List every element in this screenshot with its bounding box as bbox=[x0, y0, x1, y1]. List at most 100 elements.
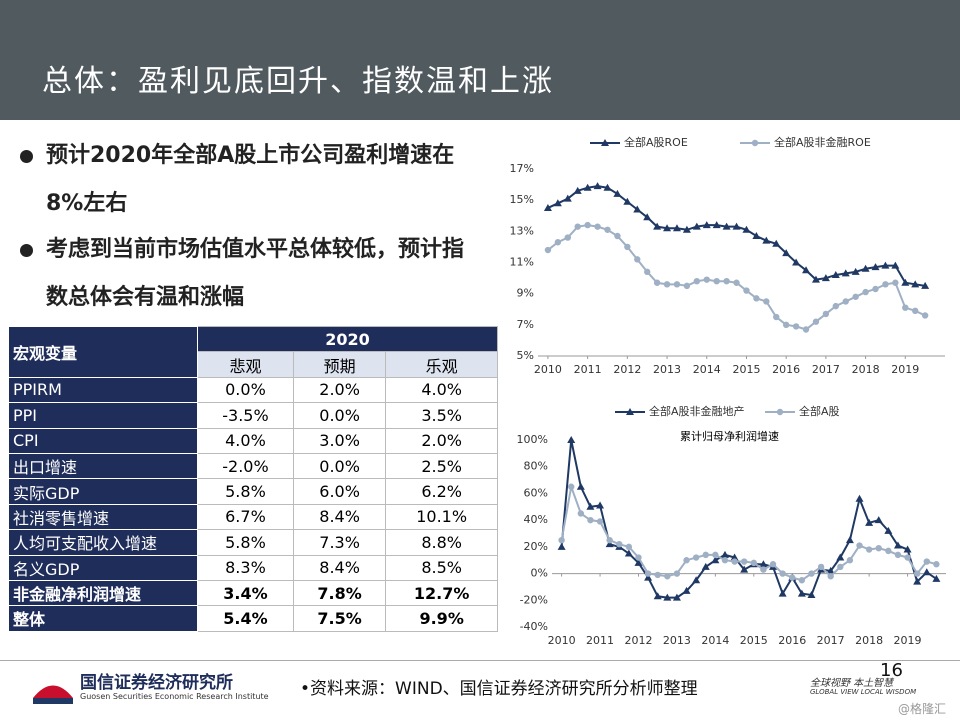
x-tick-label: 2014 bbox=[693, 363, 721, 376]
point bbox=[574, 223, 581, 230]
point bbox=[623, 197, 632, 205]
point bbox=[577, 510, 585, 517]
y-tick-label: 80% bbox=[524, 460, 548, 473]
scenario-row: 悲观 预期 乐观 bbox=[9, 351, 498, 378]
source: •资料来源：WIND、国信证券经济研究所分析师整理 bbox=[300, 679, 698, 699]
y-tick-label: 40% bbox=[524, 513, 548, 526]
point bbox=[624, 549, 633, 557]
point bbox=[789, 574, 796, 581]
point bbox=[713, 278, 720, 285]
point bbox=[773, 313, 780, 321]
point bbox=[846, 557, 854, 564]
slogan-en: GLOBAL VIEW LOCAL WISDOM bbox=[810, 688, 917, 696]
point bbox=[856, 542, 863, 549]
point bbox=[723, 278, 730, 285]
point bbox=[861, 264, 870, 272]
point bbox=[672, 224, 681, 232]
point bbox=[811, 275, 820, 283]
watermark: @格隆汇 bbox=[898, 702, 947, 716]
point bbox=[921, 281, 930, 289]
point bbox=[798, 577, 806, 584]
point bbox=[842, 298, 849, 305]
logo bbox=[33, 685, 73, 704]
point bbox=[702, 551, 709, 559]
y-tick-label: 9% bbox=[517, 287, 534, 300]
header: 总体：盈利见底回升、指数温和上涨 bbox=[0, 0, 960, 120]
x-tick-label: 2013 bbox=[653, 363, 681, 376]
scenario-cell: 乐观 bbox=[385, 351, 498, 378]
cell: 7.5% bbox=[292, 605, 387, 632]
point bbox=[913, 570, 921, 577]
point bbox=[827, 573, 834, 580]
point bbox=[779, 570, 786, 577]
legend-label: 全部A股ROE bbox=[624, 135, 688, 149]
point bbox=[826, 566, 835, 574]
macro-table: 宏观变量 2020 悲观 预期 乐观 PPIRM 0.0% 2.0% 4.0% PPI -3.5% 0… bbox=[8, 325, 498, 632]
annotation: 累计归母净利润增速 bbox=[680, 429, 779, 443]
point bbox=[894, 551, 902, 559]
point bbox=[596, 501, 605, 509]
point bbox=[693, 278, 701, 285]
row-label: 整体 bbox=[8, 605, 198, 632]
row-label: 名义GDP bbox=[8, 554, 198, 581]
year-cell: 2020 bbox=[197, 325, 498, 353]
point bbox=[625, 543, 633, 551]
point bbox=[884, 526, 893, 534]
header-cell: 宏观变量 bbox=[8, 326, 198, 378]
point bbox=[742, 225, 751, 233]
row-label: 实际GDP bbox=[8, 478, 198, 505]
point bbox=[557, 542, 566, 550]
point bbox=[874, 516, 883, 524]
point bbox=[692, 554, 700, 561]
point bbox=[720, 550, 729, 558]
point bbox=[583, 183, 592, 191]
point bbox=[634, 256, 641, 263]
point bbox=[743, 287, 750, 294]
point bbox=[712, 551, 719, 559]
point bbox=[663, 281, 671, 288]
y-tick-label: 0% bbox=[531, 567, 548, 580]
point bbox=[544, 246, 552, 254]
x-tick-label: 2018 bbox=[855, 634, 883, 647]
cell: 2.0% bbox=[292, 376, 387, 404]
point bbox=[782, 321, 790, 329]
cell: 8.8% bbox=[385, 529, 498, 556]
table-row: 整体 5.4% 7.5% 9.9% bbox=[8, 605, 498, 632]
point bbox=[614, 232, 621, 240]
point bbox=[782, 249, 791, 257]
x-tick-label: 2017 bbox=[817, 634, 845, 647]
point bbox=[845, 536, 854, 544]
point bbox=[624, 243, 631, 251]
point bbox=[923, 558, 930, 565]
series-line bbox=[560, 439, 937, 599]
scenario-cell: 悲观 bbox=[197, 351, 294, 378]
slogan: 全球视野 本土智慧 bbox=[810, 678, 894, 689]
cell: 8.4% bbox=[292, 554, 387, 581]
point bbox=[891, 261, 900, 269]
x-tick-label: 2015 bbox=[740, 634, 768, 647]
point bbox=[912, 307, 919, 315]
bullet: 预计2020年全部A股上市公司盈利增速在8%左右 bbox=[20, 132, 480, 228]
y-tick-label: 60% bbox=[524, 486, 548, 499]
point bbox=[769, 561, 777, 568]
point bbox=[692, 576, 701, 584]
cell: 7.8% bbox=[292, 579, 387, 607]
y-tick-label: 5% bbox=[517, 349, 534, 362]
point bbox=[836, 553, 845, 561]
table-row: 出口增速 -2.0% 0.0% 2.5% bbox=[8, 452, 498, 480]
legend-marker bbox=[776, 408, 784, 416]
x-tick-label: 2016 bbox=[772, 363, 800, 376]
x-tick-label: 2011 bbox=[574, 363, 602, 376]
point bbox=[663, 224, 672, 232]
point bbox=[759, 560, 768, 568]
point bbox=[851, 267, 860, 275]
point bbox=[872, 285, 879, 293]
point bbox=[673, 281, 681, 288]
point bbox=[702, 221, 711, 229]
cell: 6.2% bbox=[385, 478, 498, 505]
legend-label: 全部A股 bbox=[799, 404, 840, 418]
point bbox=[712, 221, 721, 229]
point bbox=[802, 326, 810, 333]
point bbox=[711, 556, 720, 564]
y-tick-label: -20% bbox=[520, 593, 548, 606]
